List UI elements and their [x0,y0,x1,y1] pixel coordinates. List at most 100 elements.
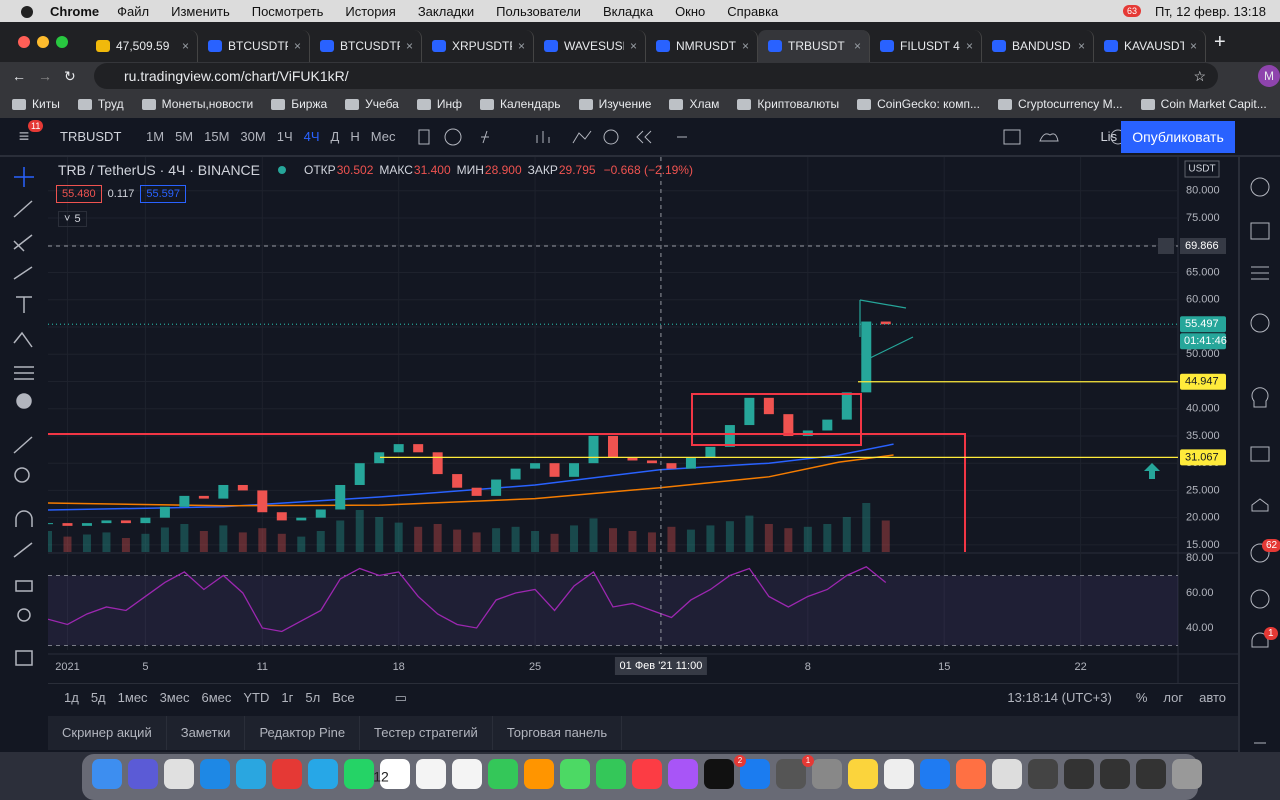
app-icon[interactable] [704,759,734,789]
ask[interactable]: 55.597 [140,185,187,203]
tab-close[interactable]: × [1078,39,1086,53]
tab-close[interactable]: × [406,39,414,53]
app-icon[interactable] [992,759,1022,789]
app-icon[interactable] [632,759,662,789]
panel-tab[interactable]: Тестер стратегий [360,716,493,750]
app-icon[interactable] [272,759,302,789]
apple-icon[interactable] [20,3,34,19]
tab-close[interactable]: × [294,39,302,53]
publish-button[interactable]: Опубликовать [1121,120,1235,153]
bookmark[interactable]: CoinGecko: комп... [857,97,980,111]
tab-close[interactable]: × [182,39,190,53]
menu-item[interactable]: Изменить [171,3,230,19]
interval[interactable]: 15М [204,129,230,144]
interval[interactable]: Н [350,129,360,144]
range[interactable]: 1д [64,690,79,705]
range[interactable]: YTD [243,690,270,705]
app-icon[interactable] [344,759,374,789]
app-icon[interactable] [1172,759,1202,789]
range[interactable]: 6мес [201,690,232,705]
tab-close[interactable]: × [966,39,974,53]
bookmark[interactable]: Труд [77,97,124,111]
bookmark[interactable]: Инф [416,97,462,111]
interval[interactable]: 4Ч [303,129,320,144]
app-icon[interactable] [452,759,482,789]
interval[interactable]: Мес [370,129,396,144]
interval[interactable]: Д [330,129,340,144]
bookmark[interactable]: Coin Market Capit... [1140,97,1267,111]
app-icon[interactable] [884,759,914,789]
app-icon[interactable] [164,759,194,789]
app-icon[interactable] [128,759,158,789]
menu-item[interactable]: Пользователи [496,3,581,19]
app-icon[interactable] [524,759,554,789]
bookmark[interactable]: Изучение [578,97,651,111]
back[interactable]: ← [12,68,26,84]
panel-tab[interactable]: Заметки [167,716,246,750]
bookmark[interactable]: Cryptocurrency M... [997,97,1123,111]
tab[interactable]: 47,509.59 × [86,30,198,62]
range[interactable]: 5л [305,690,321,705]
interval[interactable]: 5М [175,129,194,144]
profile[interactable]: M [1258,65,1280,87]
indicators-toggle[interactable]: ˅ 5 [58,211,87,227]
app-icon[interactable] [308,759,338,789]
percent-toggle[interactable]: % [1135,690,1148,705]
range[interactable]: 3мес [159,690,190,705]
date-range-icon[interactable]: ▭ [394,689,407,705]
app-icon[interactable] [1064,759,1094,789]
forward[interactable]: → [38,68,52,84]
app-icon[interactable] [740,759,770,789]
tab-close[interactable]: × [630,39,638,53]
tab[interactable]: XRPUSDTP × [422,30,534,62]
app-icon[interactable] [668,759,698,789]
menu-item[interactable]: Файл [117,3,150,19]
app-icon[interactable] [380,759,410,789]
auto-toggle[interactable]: авто [1199,690,1226,705]
symbol[interactable]: TRBUSDT [60,129,122,144]
bookmark[interactable]: Хлам [669,97,719,111]
tab-close[interactable]: × [854,39,862,53]
app-icon[interactable] [92,759,122,789]
bookmark[interactable]: Биржа [271,97,327,111]
window-controls[interactable] [0,22,76,62]
app-icon[interactable] [920,759,950,789]
app-icon[interactable] [1136,759,1166,789]
app-icon[interactable] [560,759,590,789]
menu-item[interactable]: История [345,3,396,19]
app-icon[interactable] [956,759,986,789]
tab-close[interactable]: × [742,39,750,53]
panel-tab[interactable]: Редактор Pine [245,716,361,750]
app-icon[interactable] [416,759,446,789]
app-icon[interactable] [596,759,626,789]
interval[interactable]: 1Ч [276,129,293,144]
bookmark[interactable]: Учеба [345,97,399,111]
interval[interactable]: 1М [146,129,165,144]
tab[interactable]: TRBUSDT × [758,30,870,62]
panel-tab[interactable]: Торговая панель [493,716,623,750]
range[interactable]: Все [332,690,355,705]
add-alert-button[interactable] [1158,237,1174,254]
panel-tab[interactable]: Скринер акций [48,716,167,750]
menu-item[interactable]: Справка [727,3,779,19]
layout-name[interactable]: Lis [1100,129,1118,144]
log-toggle[interactable]: лог [1163,690,1184,705]
menu-button[interactable]: ≡ 11 [0,120,48,147]
app-icon[interactable] [812,759,842,789]
reload[interactable]: ↻ [64,67,76,84]
tab-close[interactable]: × [518,39,526,53]
interval[interactable]: 30М [240,129,266,144]
tab[interactable]: FILUSDT 4 × [870,30,982,62]
tab[interactable]: NMRUSDT × [646,30,758,62]
range[interactable]: 1мес [117,690,148,705]
url-field[interactable]: ru.tradingview.com/chart/ViFUK1kR/ ☆ [94,63,1218,89]
menu-item[interactable]: Окно [675,3,706,19]
tab[interactable]: BTCUSDTP × [310,30,422,62]
clock[interactable]: Пт, 12 февр. 13:18 [1155,3,1266,19]
tab-close[interactable]: × [1190,39,1198,53]
tab[interactable]: KAVAUSDT × [1094,30,1206,62]
bookmark[interactable]: Киты [12,97,60,111]
menu-item[interactable]: Посмотреть [251,3,324,19]
app-icon[interactable] [236,759,266,789]
new-tab[interactable]: + [1214,30,1226,53]
